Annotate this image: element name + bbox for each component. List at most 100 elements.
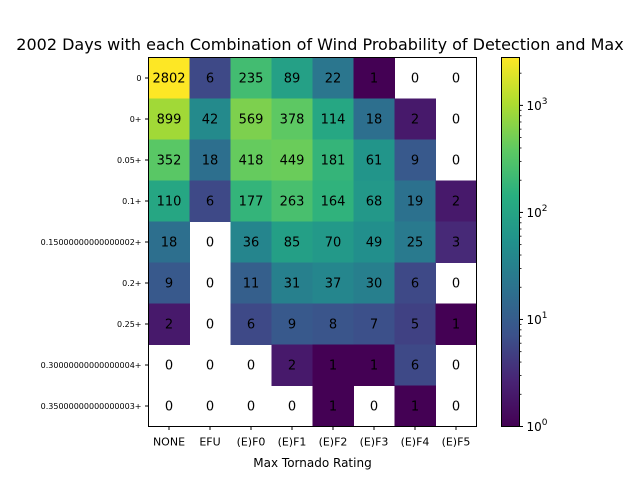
cell-value-label: 1 [411,400,419,415]
cell-value-label: 22 [325,72,342,87]
heatmap-cell [394,98,436,140]
cell-value-label: 9 [411,154,419,169]
x-tick-label: NONE [153,436,185,449]
cell-value-label: 0 [452,154,460,169]
heatmap-cell [230,303,272,345]
cell-value-label: 11 [243,277,260,292]
colorbar [501,57,520,427]
cell-value-label: 0 [165,400,173,415]
cell-value-label: 70 [325,236,342,251]
cell-value-label: 42 [202,113,219,128]
cell-value-label: 0 [247,400,255,415]
cell-value-label: 0 [206,318,214,333]
heatmap-cell [312,221,354,263]
heatmap-cell [189,57,231,99]
heatmap-cell [271,98,313,140]
cell-value-label: 569 [239,113,264,128]
x-tick-label: (E)F5 [442,436,471,449]
cell-value-label: 0 [165,359,173,374]
heatmap-cell [189,180,231,222]
heatmap-cell [435,180,477,222]
cell-value-label: 2 [165,318,173,333]
heatmap-cell [230,57,272,99]
cell-value-label: 0 [206,359,214,374]
x-tick-label: (E)F2 [319,436,348,449]
cell-value-label: 19 [407,195,424,210]
heatmap-cell [394,385,436,427]
y-tick-label: 0 [136,74,141,83]
cell-value-label: 0 [370,400,378,415]
heatmap-cell [271,180,313,222]
cell-value-label: 1 [370,72,378,87]
cell-value-label: 2802 [152,72,185,87]
cell-value-label: 89 [284,72,301,87]
cell-value-label: 85 [284,236,301,251]
heatmap-cell [230,221,272,263]
cell-value-label: 61 [366,154,383,169]
heatmap-cell [271,57,313,99]
cell-value-label: 7 [370,318,378,333]
colorbar-tick-label: 103 [527,97,548,113]
heatmap-cell [312,344,354,386]
heatmap-cell [148,98,190,140]
cell-value-label: 0 [206,277,214,292]
heatmap-cell [435,303,477,345]
cell-value-label: 0 [206,236,214,251]
y-axis: 0 0+ 0.05+ 0.1+ 0.15000000000000002+ 0.2+ 0.25… [41,74,149,411]
cell-value-label: 0 [452,113,460,128]
cell-value-label: 37 [325,277,342,292]
heatmap-cell [353,303,395,345]
y-tick-label: 0.15000000000000002+ [41,238,142,247]
heatmap-cell [394,180,436,222]
colorbar-tick-label: 102 [527,204,548,220]
cell-value-label: 18 [161,236,178,251]
y-tick-label: 0.1+ [122,197,141,206]
cell-value-label: 164 [321,195,346,210]
heatmap-cell [353,344,395,386]
cell-value-label: 0 [206,400,214,415]
cell-value-label: 49 [366,236,383,251]
y-tick-label: 0+ [130,115,142,124]
cell-value-label: 1 [329,400,337,415]
cell-value-label: 0 [452,400,460,415]
heatmap-cell [394,139,436,181]
cell-value-label: 31 [284,277,301,292]
cell-value-label: 6 [247,318,255,333]
cell-value-label: 18 [202,154,219,169]
heatmap-cell [353,262,395,304]
cell-value-label: 18 [366,113,383,128]
cell-value-label: 378 [280,113,305,128]
heatmap-cell [271,344,313,386]
heatmap-cell [230,262,272,304]
cell-value-label: 110 [157,195,182,210]
cell-value-label: 263 [280,195,305,210]
cell-value-label: 36 [243,236,260,251]
cell-value-label: 0 [288,400,296,415]
heatmap-cell [271,262,313,304]
cell-value-label: 5 [411,318,419,333]
x-tick-label: (E)F3 [360,436,389,449]
heatmap-cell [271,221,313,263]
heatmap-cell [312,262,354,304]
heatmap-cell [148,221,190,263]
cell-value-label: 1 [329,359,337,374]
heatmap-cell [189,139,231,181]
cell-value-label: 2 [411,113,419,128]
cell-value-label: 0 [247,359,255,374]
heatmap-cell [230,180,272,222]
cell-value-label: 68 [366,195,383,210]
colorbar-tick-label: 101 [527,311,548,327]
heatmap-cell [353,98,395,140]
cell-value-label: 9 [288,318,296,333]
cell-value-label: 235 [239,72,264,87]
cell-value-label: 6 [411,359,419,374]
cell-value-label: 30 [366,277,383,292]
cell-value-label: 0 [452,277,460,292]
chart-title: 2002 Days with each Combination of Wind … [16,35,623,54]
heatmap-cell [271,139,313,181]
heatmap-cell [312,139,354,181]
heatmap-cell [148,180,190,222]
heatmap-cell [312,98,354,140]
x-axis-label: Max Tornado Rating [253,456,371,470]
cell-value-label: 0 [452,359,460,374]
